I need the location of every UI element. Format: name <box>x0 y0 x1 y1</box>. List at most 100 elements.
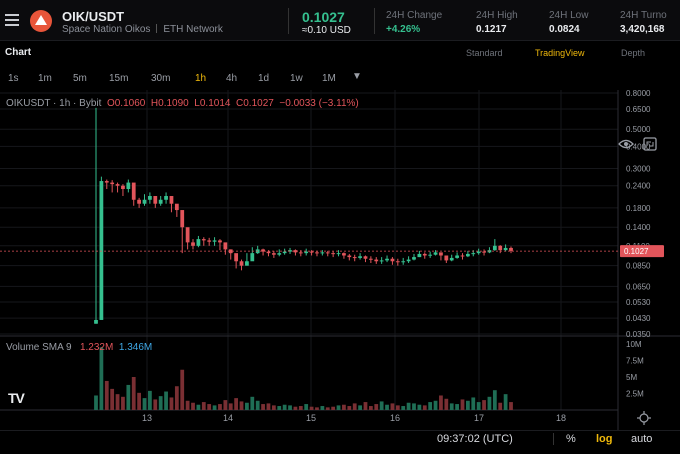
volume-bar <box>315 407 319 410</box>
tradingview-logo[interactable]: TV <box>8 390 25 406</box>
network-label: ETH Network <box>163 24 223 35</box>
volume-tick-label: 10M <box>626 340 642 349</box>
candle-body <box>417 253 422 258</box>
candle-body <box>498 245 503 251</box>
candle-body <box>315 252 319 254</box>
candle-body <box>476 251 481 254</box>
time-tick-label: 17 <box>474 413 484 423</box>
volume-bar <box>428 402 433 410</box>
timeframe-15m[interactable]: 15m <box>109 73 129 84</box>
settings-gear-icon[interactable] <box>637 411 651 425</box>
volume-bars <box>94 347 513 410</box>
legend-high: 0.1090 <box>158 98 189 109</box>
volume-bar <box>385 404 389 410</box>
timeframe-1s[interactable]: 1s <box>8 73 19 84</box>
candle-body <box>218 240 222 243</box>
candle-body <box>164 196 168 200</box>
price-chart[interactable]: 0.8000 0.6500 0.5000 0.4000 0.3000 0.2400 0.18… <box>0 90 680 430</box>
volume-bar <box>153 399 158 410</box>
candle-body <box>201 239 206 241</box>
timeframe-1d[interactable]: 1d <box>258 73 270 84</box>
volume-tick-label: 2.5M <box>626 390 644 399</box>
volume-bar <box>482 400 486 410</box>
volume-sma-value: 1.346M <box>118 342 153 353</box>
volume-bar <box>406 402 411 410</box>
volume-bar <box>266 403 271 410</box>
volume-bar <box>250 396 255 410</box>
candle-body <box>250 253 255 262</box>
volume-bar <box>379 401 384 410</box>
volume-bar <box>234 398 239 410</box>
current-price-tag-bg <box>620 245 664 258</box>
candle-body <box>492 245 497 251</box>
tab-depth[interactable]: Depth <box>621 48 646 58</box>
header-divider <box>288 8 289 34</box>
menu-icon[interactable] <box>5 14 19 26</box>
volume-bar <box>277 406 282 410</box>
volume-bar <box>331 406 336 410</box>
candle-body <box>277 253 282 255</box>
fullscreen-icon[interactable] <box>643 137 657 151</box>
volume-bar <box>174 386 179 410</box>
candle-body <box>207 240 212 242</box>
price-tick-label: 0.8000 <box>626 90 651 98</box>
volume-bar <box>110 388 115 410</box>
volume-bar <box>261 404 265 410</box>
pair-symbol[interactable]: OIK/USDT <box>62 9 125 24</box>
legend-change: −0.0033 (−3.11%) <box>279 98 359 109</box>
volume-tick-label: 5M <box>626 373 637 382</box>
current-price-tag: 0.1027 <box>620 245 664 258</box>
candle-body <box>406 259 411 262</box>
price-tick-label: 0.0430 <box>626 314 651 323</box>
volume-bar <box>293 406 298 410</box>
candle-body <box>239 261 244 266</box>
chart-toolbar: 1s 1m 5m 15m 30m 1h 4h 1d 1w 1M ▼ <box>0 67 680 151</box>
candle-body <box>94 319 98 324</box>
price-tick-label: 0.0350 <box>626 330 651 339</box>
timeframe-1h[interactable]: 1h <box>195 73 207 84</box>
time-tick-label: 18 <box>556 413 566 423</box>
clock-utc[interactable]: 09:37:02 (UTC) <box>437 433 513 445</box>
candle-body <box>288 250 292 252</box>
volume-bar <box>487 396 492 410</box>
log-scale-toggle[interactable]: log <box>596 433 613 445</box>
timeframe-30m[interactable]: 30m <box>151 73 171 84</box>
volume-bar <box>207 404 212 410</box>
volume-value: 1.232M <box>79 342 114 353</box>
candle-body <box>99 181 104 320</box>
market-header: OIK/USDT Space Nation Oikos ETH Network 0… <box>0 0 680 41</box>
legend-symbol: OIKUSDT · 1h · Bybit <box>6 98 102 109</box>
volume-bar <box>395 405 400 410</box>
volume-bar <box>223 400 228 410</box>
volume-bar <box>180 369 185 410</box>
candle-body <box>169 196 174 204</box>
timeframe-1w[interactable]: 1w <box>290 73 303 84</box>
candle-body <box>185 227 190 243</box>
timeframe-1m[interactable]: 1m <box>38 73 52 84</box>
volume-bar <box>433 400 438 410</box>
volume-bar <box>148 390 152 410</box>
price-tick-label: 0.3000 <box>626 165 651 174</box>
chart-footer <box>0 430 680 454</box>
volume-bar <box>126 384 131 410</box>
eye-icon[interactable] <box>618 138 634 150</box>
tab-standard[interactable]: Standard <box>466 48 503 58</box>
candle-body <box>131 182 136 200</box>
dropdown-caret-icon[interactable]: ▼ <box>352 71 362 82</box>
candle-body <box>223 242 228 250</box>
timeframe-4h[interactable]: 4h <box>226 73 238 84</box>
price-tick-label: 0.0650 <box>626 282 651 291</box>
volume-bar <box>99 347 104 410</box>
volume-bar <box>465 400 470 410</box>
candle-body <box>433 252 438 255</box>
volume-bar <box>509 402 513 410</box>
volume-bar <box>309 406 314 410</box>
auto-scale-toggle[interactable]: auto <box>631 433 653 445</box>
candle-body <box>412 257 416 260</box>
chart-background <box>0 90 618 430</box>
tab-tradingview[interactable]: TradingView <box>535 48 585 58</box>
percent-scale-toggle[interactable]: % <box>566 433 576 445</box>
candle-body <box>342 253 346 256</box>
timeframe-5m[interactable]: 5m <box>73 73 87 84</box>
timeframe-1M[interactable]: 1M <box>322 73 336 84</box>
